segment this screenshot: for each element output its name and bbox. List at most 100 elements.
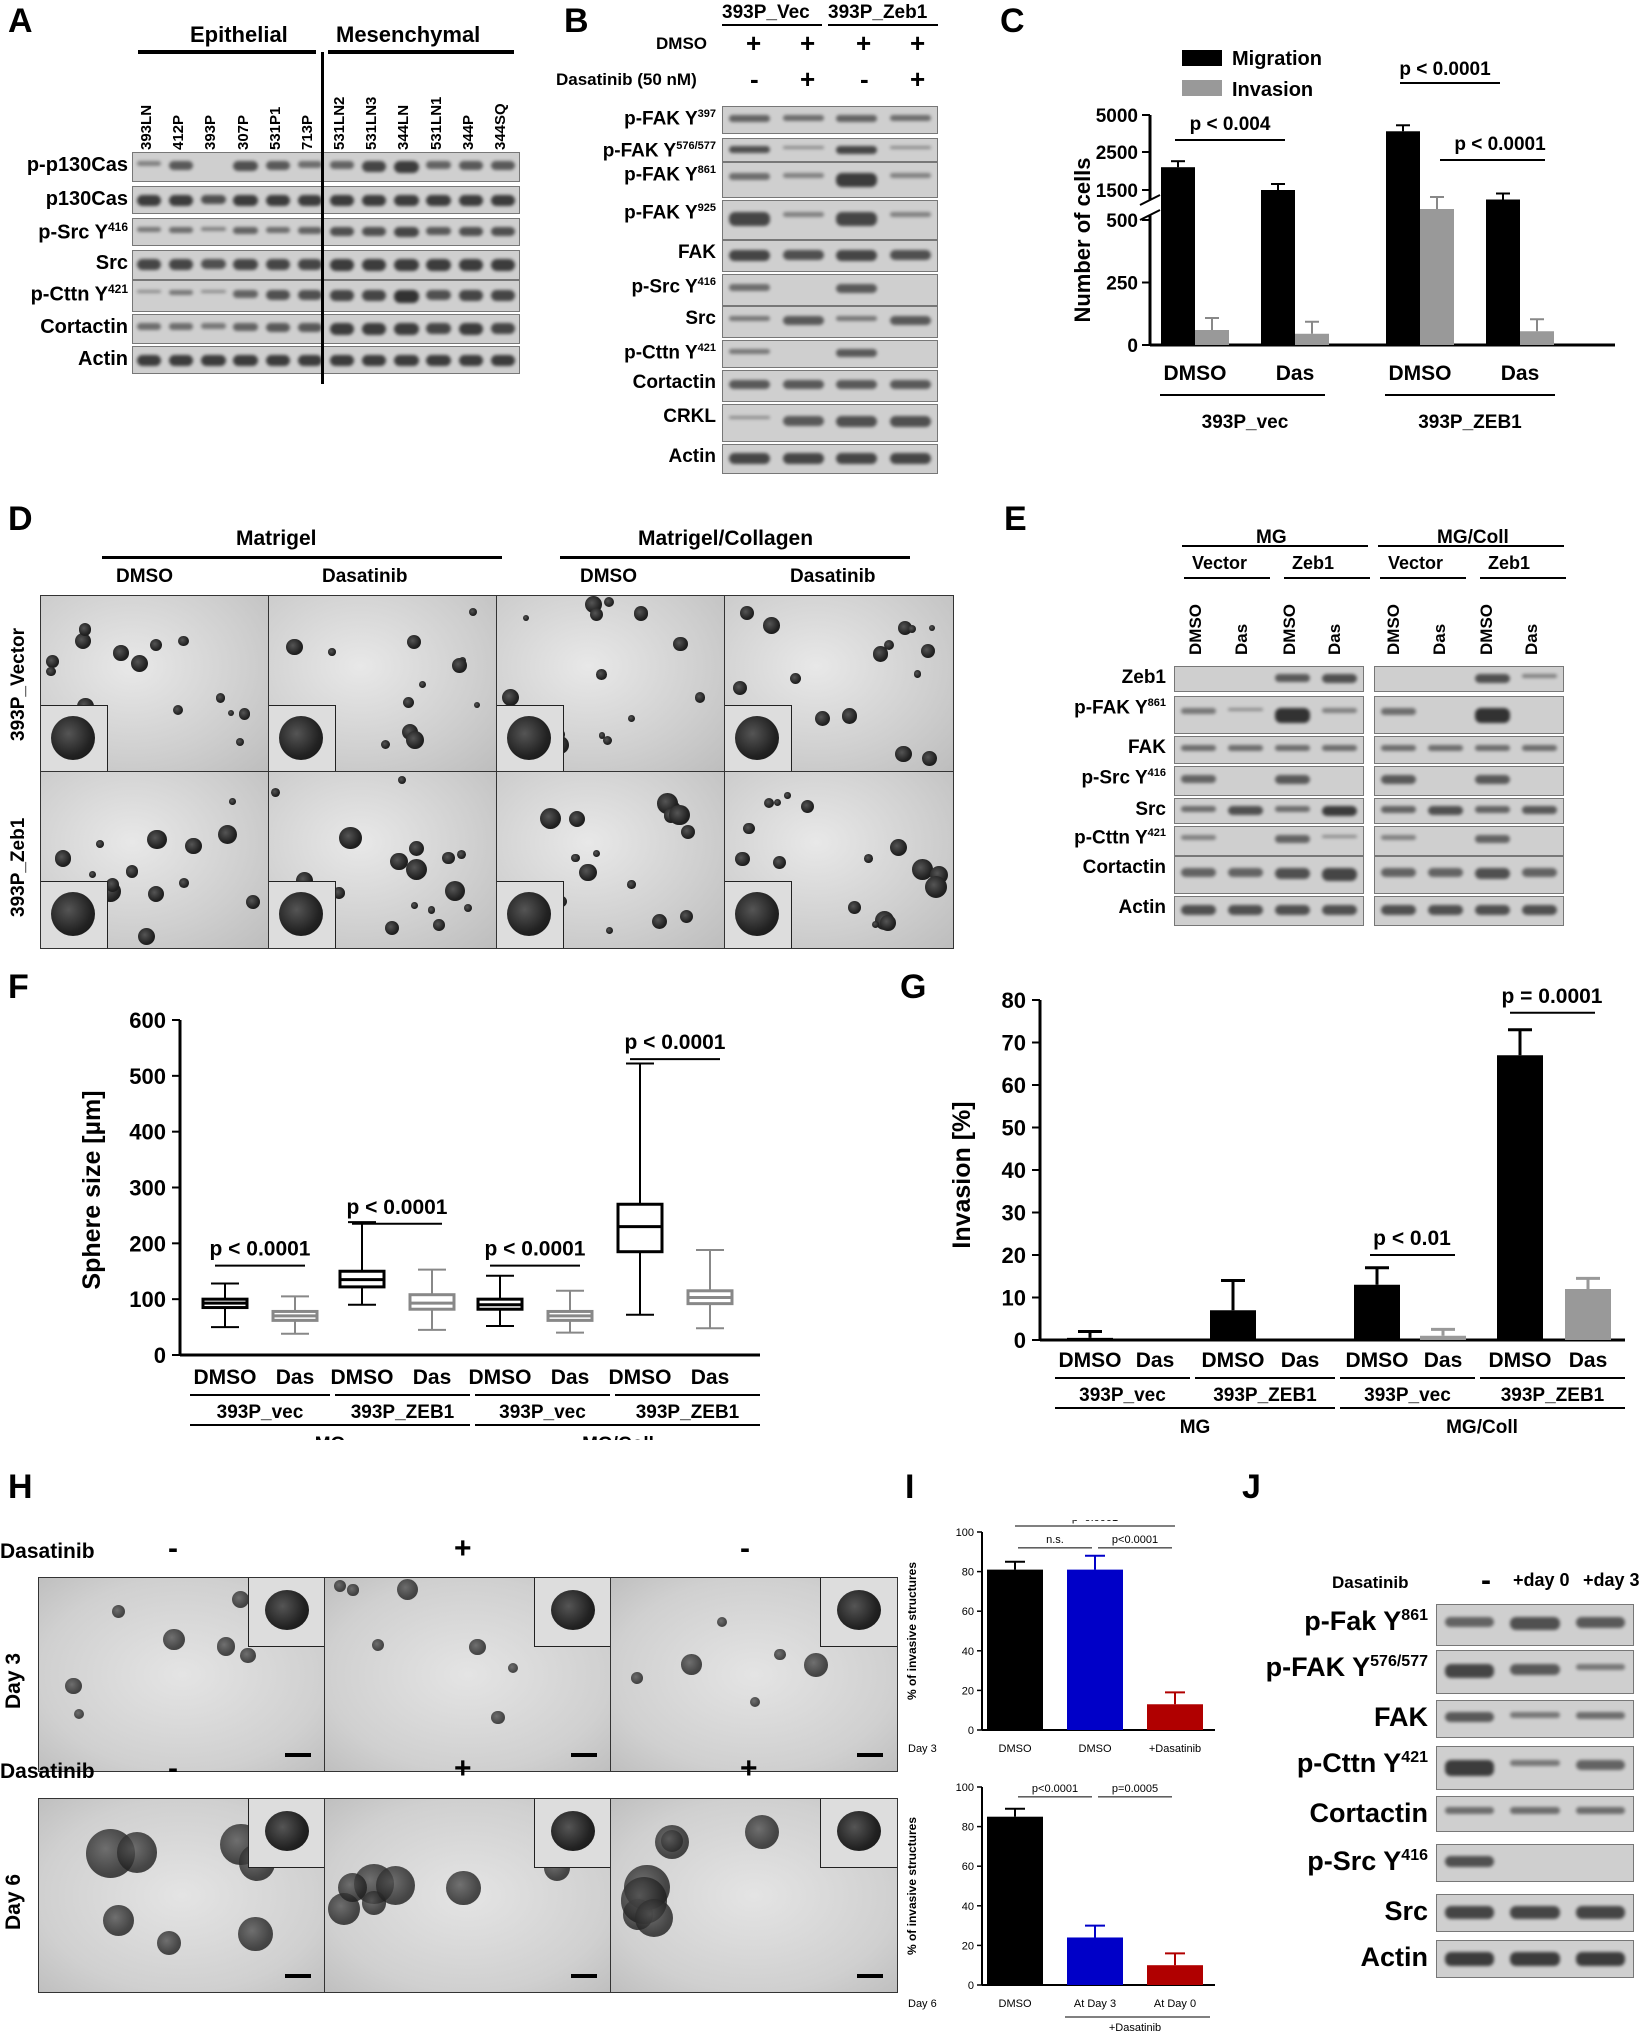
band <box>329 259 355 271</box>
spheroid <box>735 851 750 866</box>
spheroid <box>735 892 779 936</box>
band <box>836 145 878 155</box>
annotation: p < 0.01 <box>1373 1227 1451 1250</box>
band <box>889 380 931 389</box>
band <box>1380 835 1417 840</box>
spheroid <box>446 1870 481 1906</box>
band <box>362 194 387 206</box>
spheroid <box>551 1590 595 1630</box>
spheroid <box>265 1811 309 1851</box>
annotation: p < 0.0001 <box>347 1196 448 1219</box>
treat-label: Dasatinib <box>0 1540 95 1563</box>
band <box>836 173 878 187</box>
row-label-sup: 861 <box>1401 1607 1428 1624</box>
x-tick-label: DMSO <box>1489 1349 1552 1372</box>
spheroid <box>922 750 937 766</box>
band <box>297 290 323 300</box>
treat-sign: - <box>740 1532 750 1565</box>
blot-strip <box>1436 1746 1634 1790</box>
y-tick-label: 60 <box>1002 1073 1026 1098</box>
band <box>889 212 931 218</box>
micrograph <box>40 771 270 949</box>
band <box>329 290 355 302</box>
band <box>1474 806 1511 813</box>
band <box>729 114 771 122</box>
inset <box>497 881 564 948</box>
spheroid <box>376 1865 416 1905</box>
band <box>1474 905 1511 915</box>
bar <box>1147 1965 1203 1985</box>
bar <box>987 1816 1043 1985</box>
inset <box>41 705 108 772</box>
row-label: CRKL <box>663 406 716 427</box>
x-tick-label: DMSO <box>1164 362 1227 385</box>
col-label: Dasatinib <box>790 566 876 587</box>
spheroid <box>147 885 164 902</box>
band <box>782 316 824 325</box>
x-tick-label: DMSO <box>609 1366 672 1389</box>
row-label: Src <box>1135 799 1166 820</box>
scale-bar <box>285 1974 311 1978</box>
group-bar-zeb1 <box>828 24 938 26</box>
band <box>1427 806 1464 815</box>
spheroid <box>279 716 323 760</box>
band <box>362 161 387 172</box>
spheroid <box>872 646 889 662</box>
legend-swatch-migration <box>1182 50 1222 66</box>
panel-label-h: H <box>8 1468 33 1506</box>
spheroid <box>928 624 936 632</box>
blot-strip <box>1374 826 1564 856</box>
band <box>729 212 771 226</box>
spheroid <box>55 850 72 867</box>
spheroid <box>238 708 251 721</box>
spheroid <box>864 854 873 864</box>
group-label: +Dasatinib <box>1109 2022 1161 2034</box>
spheroid <box>837 1590 881 1630</box>
spheroid <box>406 731 425 749</box>
spheroid <box>74 632 92 649</box>
y-tick-label: 600 <box>129 1008 166 1033</box>
treat-label-j: Dasatinib <box>1332 1573 1409 1592</box>
band <box>1474 867 1511 880</box>
spheroid <box>384 921 399 936</box>
spheroid <box>371 1638 385 1652</box>
inset <box>41 881 108 948</box>
x-tick-label: DMSO <box>1389 362 1452 385</box>
spheroid <box>406 858 428 880</box>
band <box>1474 835 1511 843</box>
spheroid <box>390 852 408 871</box>
band <box>169 194 194 206</box>
spheroid <box>890 839 908 856</box>
blot-strip <box>1174 826 1364 856</box>
band <box>1321 674 1358 683</box>
bar-migration <box>1161 167 1195 345</box>
band <box>836 415 878 428</box>
spheroid <box>592 850 600 858</box>
spheroid <box>803 1653 828 1677</box>
band <box>1180 707 1217 714</box>
band <box>1521 806 1558 814</box>
lane-label: 393P <box>202 114 220 150</box>
annotation: p<0.0001 <box>1032 1783 1078 1795</box>
lane-label: 344P <box>459 114 477 150</box>
row-label: Actin <box>668 446 717 467</box>
band <box>426 259 451 271</box>
blot-strip <box>1374 736 1564 764</box>
y-tick-label: 80 <box>962 1567 974 1579</box>
spheroid <box>45 666 56 677</box>
group-bar-vec <box>722 24 822 26</box>
annotation: p < 0.0001 <box>210 1238 311 1261</box>
spheroid <box>113 645 129 662</box>
x-tick-label: DMSO <box>999 1998 1032 2010</box>
band <box>1474 744 1511 751</box>
band <box>1380 775 1417 784</box>
lane-label: 531P1 <box>266 106 284 150</box>
band <box>1444 1759 1495 1776</box>
spheroid <box>603 735 613 746</box>
y-tick-label: 500 <box>1106 211 1138 232</box>
spheroid <box>773 855 787 869</box>
row-label-sup: 421 <box>697 342 716 354</box>
x-tick-label: Das <box>1424 1349 1463 1372</box>
subgroup-bar <box>1184 577 1270 579</box>
spheroid <box>880 915 897 932</box>
